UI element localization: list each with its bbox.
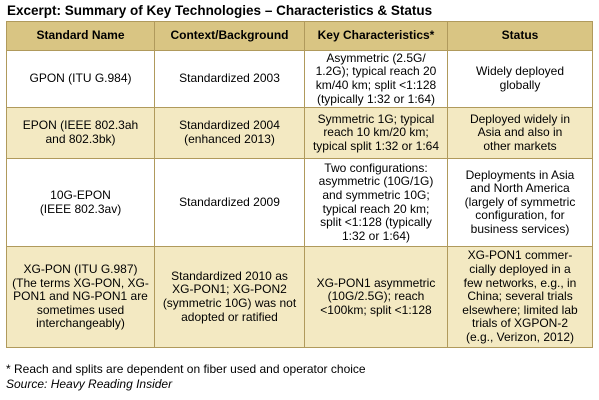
table-row: GPON (ITU G.984) Standardized 2003 Asymm… — [6, 50, 593, 108]
cell-characteristics: Symmetric 1G; typical reach 10 km/20 km;… — [304, 107, 448, 159]
header-context-background: Context/Background — [154, 21, 305, 51]
cell-context: Standardized 2004 (enhanced 2013) — [154, 107, 305, 159]
cell-status: Widely deployed globally — [447, 50, 593, 108]
table-row: EPON (IEEE 802.3ah and 802.3bk) Standard… — [6, 107, 593, 159]
cell-standard-name: EPON (IEEE 802.3ah and 802.3bk) — [6, 107, 155, 159]
cell-status: XG-PON1 commer- cially deployed in a few… — [447, 246, 593, 348]
cell-context: Standardized 2010 as XG-PON1; XG-PON2 (s… — [154, 246, 305, 348]
cell-context: Standardized 2009 — [154, 158, 305, 247]
table-row: XG-PON (ITU G.987) (The terms XG-PON, XG… — [6, 246, 593, 348]
cell-characteristics: Two configurations: asymmetric (10G/1G) … — [304, 158, 448, 247]
cell-context: Standardized 2003 — [154, 50, 305, 108]
cell-standard-name: XG-PON (ITU G.987) (The terms XG-PON, XG… — [6, 246, 155, 348]
cell-characteristics: XG-PON1 asymmetric (10G/2.5G); reach <10… — [304, 246, 448, 348]
cell-status: Deployed widely in Asia and also in othe… — [447, 107, 593, 159]
cell-standard-name: GPON (ITU G.984) — [6, 50, 155, 108]
header-status: Status — [447, 21, 593, 51]
technology-summary-table: Standard Name Context/Background Key Cha… — [6, 21, 593, 348]
cell-status: Deployments in Asia and North America (l… — [447, 158, 593, 247]
source-credit: Source: Heavy Reading Insider — [6, 377, 173, 391]
table-row: 10G-EPON (IEEE 802.3av) Standardized 200… — [6, 158, 593, 247]
footnote: * Reach and splits are dependent on fibe… — [6, 362, 366, 376]
table-header-row: Standard Name Context/Background Key Cha… — [6, 21, 593, 51]
table-title: Excerpt: Summary of Key Technologies – C… — [7, 3, 433, 18]
header-key-characteristics: Key Characteristics* — [304, 21, 448, 51]
cell-standard-name: 10G-EPON (IEEE 802.3av) — [6, 158, 155, 247]
header-standard-name: Standard Name — [6, 21, 155, 51]
cell-characteristics: Asymmetric (2.5G/ 1.2G); typical reach 2… — [304, 50, 448, 108]
